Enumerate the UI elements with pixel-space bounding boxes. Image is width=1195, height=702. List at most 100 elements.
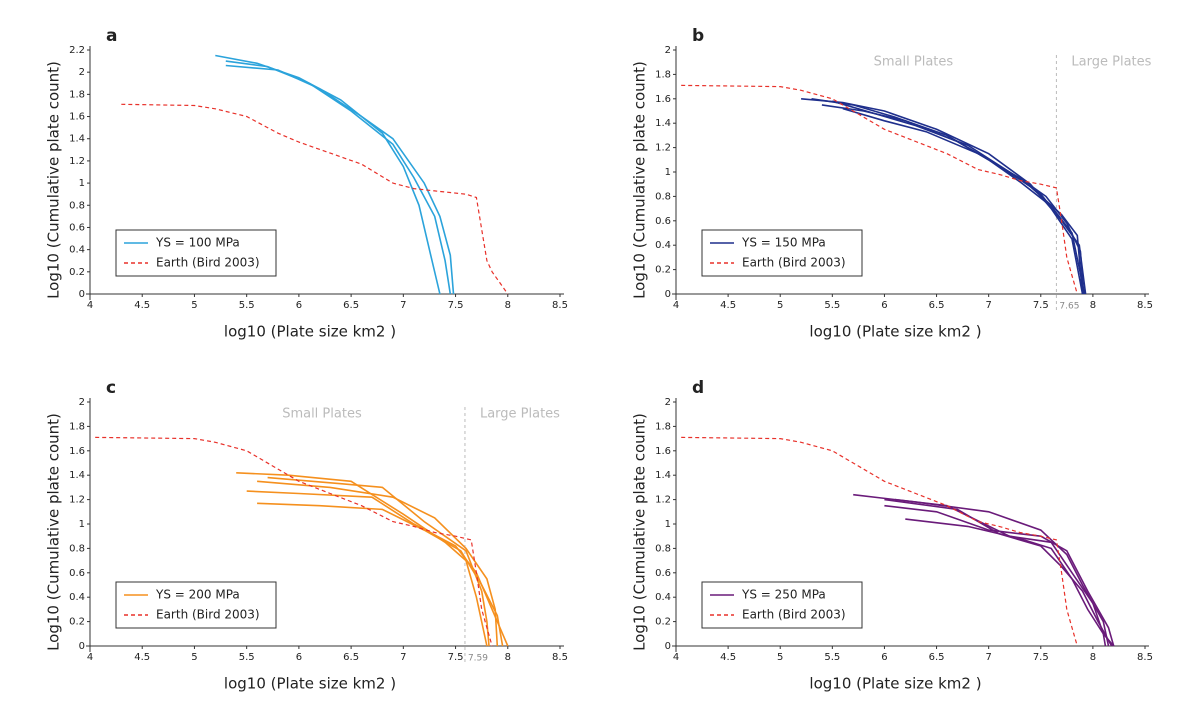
panel: d 0 0.2 0.4 0.6 0.8 1 1.2 1.4 1.6 1.8 2 4 4.5 5 5.5 6 6.5… [631,378,1153,693]
x-tick-label: 8 [1090,300,1096,311]
y-tick-label: 1.6 [655,94,671,105]
x-axis-title: log10 (Plate size km2 ) [224,323,396,341]
x-tick-label: 8 [505,652,511,663]
y-tick-label: 1.4 [655,118,671,129]
x-tick-label: 7 [985,652,991,663]
legend-box [115,229,277,277]
data-line [884,498,1113,647]
y-tick-label: 1.2 [655,143,671,154]
y-tick-label: 1.8 [655,421,671,432]
y-tick-label: 0.6 [655,568,671,579]
x-tick-label: 6 [881,300,887,311]
data-line [257,480,499,647]
x-tick-label: 5.5 [239,300,255,311]
x-tick-label: 7.5 [1033,652,1049,663]
data-line [257,502,504,647]
x-tick-label: 6 [296,652,302,663]
y-tick-label: 0 [79,641,85,652]
y-tick-label: 1.4 [69,134,85,145]
legend-label: Earth (Bird 2003) [156,256,260,270]
x-tick-label: 5 [777,652,783,663]
x-tick-label: 6.5 [343,300,359,311]
x-tick-label: 8.5 [1137,652,1153,663]
x-tick-label: 5.5 [824,652,840,663]
panel: c 0 0.2 0.4 0.6 0.8 1 1.2 1.4 1.6 1.8 2 4 4.5 5 5.5 6 6.5… [45,378,568,693]
y-tick-label: 2 [79,397,85,408]
x-tick-label: 5 [191,300,197,311]
y-tick-label: 0.8 [655,191,671,202]
legend-label: YS = 100 MPa [155,236,240,250]
divider-label: 7.59 [468,654,488,664]
x-tick-label: 7 [985,300,991,311]
y-tick-label: 1.6 [655,446,671,457]
y-tick-label: 0.6 [69,222,85,233]
y-tick-label: 1.6 [69,112,85,123]
x-tick-label: 4 [673,300,679,311]
panel: a 0 0.2 0.4 0.6 0.8 1 1.2 1.4 1.6 1.8 2 2.2 4 4.5 5 5.5 6… [45,26,568,341]
y-tick-label: 0.4 [655,592,671,603]
annotation: Large Plates [480,407,560,422]
y-tick-label: 1.4 [69,470,85,481]
y-tick-label: 1 [665,519,671,530]
y-tick-label: 1.2 [655,495,671,506]
x-tick-label: 6 [296,300,302,311]
x-tick-label: 6.5 [929,300,945,311]
data-line [267,476,490,647]
y-tick-label: 1.6 [69,446,85,457]
annotation: Large Plates [1071,55,1151,70]
legend-label: YS = 150 MPa [741,236,826,250]
x-tick-label: 4 [87,300,93,311]
y-tick-label: 0.8 [655,543,671,554]
data-line [246,490,509,647]
y-tick-label: 1.8 [655,69,671,80]
y-tick-label: 0.2 [69,267,85,278]
x-tick-label: 8 [1090,652,1096,663]
x-tick-label: 4.5 [134,300,150,311]
x-axis-title: log10 (Plate size km2 ) [809,675,981,693]
x-tick-label: 6.5 [343,652,359,663]
annotation: Small Plates [874,55,954,70]
x-tick-label: 6 [881,652,887,663]
y-tick-label: 0.2 [69,617,85,628]
y-axis-title: Log10 (Cumulative plate count) [45,413,63,651]
x-tick-label: 5.5 [239,652,255,663]
legend-box [115,581,277,629]
data-line [681,436,1078,647]
y-tick-label: 2 [665,45,671,56]
y-tick-label: 0.4 [69,592,85,603]
panel-letter: a [106,26,117,46]
x-tick-label: 7 [400,652,406,663]
y-tick-label: 1.2 [69,495,85,506]
panel-letter: c [106,378,116,398]
y-tick-label: 2 [79,67,85,78]
y-axis-title: Log10 (Cumulative plate count) [631,61,649,299]
y-tick-label: 2.2 [69,45,85,56]
x-tick-label: 5.5 [824,300,840,311]
x-tick-label: 4 [673,652,679,663]
legend-label: Earth (Bird 2003) [156,608,260,622]
y-tick-label: 1.8 [69,421,85,432]
data-line [121,103,509,295]
divider-label: 7.65 [1059,302,1079,312]
annotation: Small Plates [282,407,362,422]
y-tick-label: 0.8 [69,543,85,554]
x-tick-label: 6.5 [929,652,945,663]
x-tick-label: 8.5 [552,652,568,663]
y-tick-label: 1 [79,519,85,530]
data-line [842,107,1085,295]
data-line [905,518,1115,647]
y-axis-title: Log10 (Cumulative plate count) [631,413,649,651]
y-tick-label: 0.6 [655,216,671,227]
x-axis-title: log10 (Plate size km2 ) [224,675,396,693]
legend-label: YS = 250 MPa [741,588,826,602]
x-tick-label: 4.5 [134,652,150,663]
data-line [236,472,488,647]
x-tick-label: 4 [87,652,93,663]
y-tick-label: 0 [665,641,671,652]
y-tick-label: 1 [665,167,671,178]
x-axis-title: log10 (Plate size km2 ) [809,323,981,341]
x-tick-label: 7 [400,300,406,311]
legend-box [701,229,863,277]
legend-label: Earth (Bird 2003) [742,256,846,270]
